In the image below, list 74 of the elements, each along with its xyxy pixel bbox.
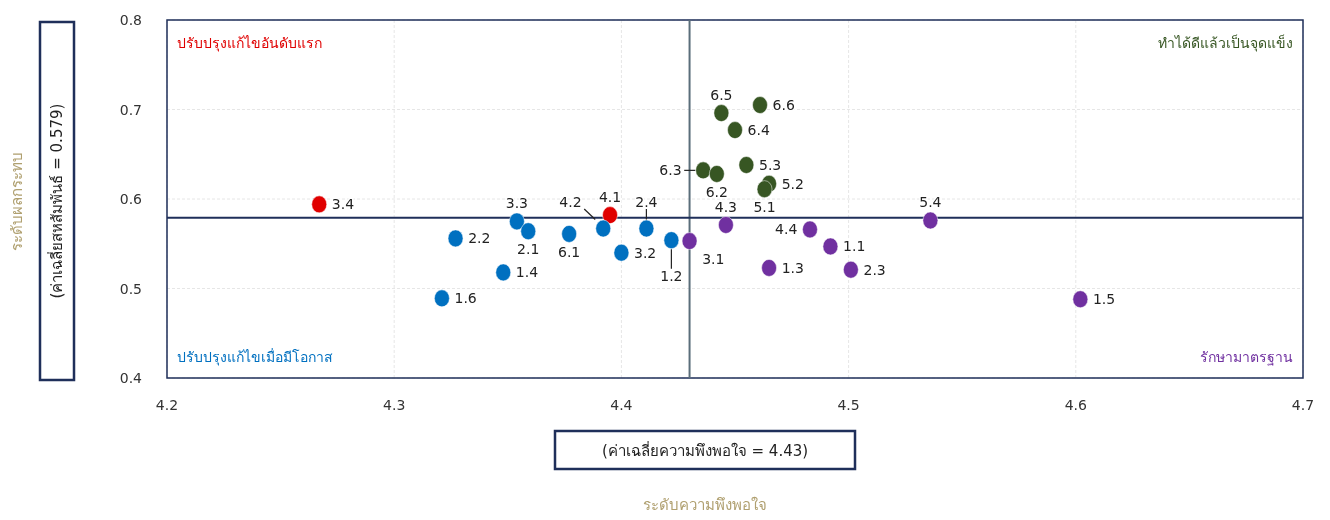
x-tick-label: 4.5 xyxy=(837,397,860,413)
annotation: 6.3 xyxy=(659,162,682,179)
point xyxy=(311,195,327,214)
annotation: 6.6 xyxy=(772,97,795,114)
point xyxy=(495,263,512,282)
annotation: 1.6 xyxy=(454,290,477,307)
annotation: 6.5 xyxy=(710,87,733,104)
annotation: 4.2 xyxy=(559,193,582,210)
point xyxy=(602,206,618,224)
point xyxy=(695,161,711,180)
y-tick-label: 0.6 xyxy=(119,191,143,207)
y-tick-label: 0.4 xyxy=(119,370,143,386)
x-tick-label: 4.7 xyxy=(1291,397,1315,413)
point xyxy=(613,243,630,262)
annotation: 3.3 xyxy=(505,195,529,212)
point xyxy=(727,121,743,139)
annotation: 6.2 xyxy=(705,183,728,200)
annotation: 1.4 xyxy=(515,264,539,281)
point xyxy=(434,289,450,308)
annotation: 5.1 xyxy=(753,199,776,216)
point xyxy=(756,180,773,198)
annotation: 1.3 xyxy=(781,259,804,276)
y-tick-label: 0.8 xyxy=(119,12,142,28)
annotation: ทำได้ดีแล้วเป็นจุดแข็ง xyxy=(1158,34,1293,52)
text: ระดับผลกระทบ xyxy=(8,151,26,251)
point xyxy=(738,156,755,174)
text: (ค่าเฉลี่ยความพึงพอใจ = 4.43) xyxy=(601,440,809,460)
point xyxy=(752,96,768,114)
point xyxy=(595,219,611,238)
annotation: 4.3 xyxy=(714,198,738,215)
y-tick-label: 0.7 xyxy=(119,101,142,118)
annotation: ปรับปรุงแก้ไขเมื่อมีโอกาส xyxy=(177,348,333,366)
annotation: 6.4 xyxy=(747,122,770,139)
annotation: 1.5 xyxy=(1092,291,1116,308)
point xyxy=(713,104,730,122)
point xyxy=(761,259,777,277)
point xyxy=(520,222,536,240)
annotation: 2.2 xyxy=(468,230,491,247)
point xyxy=(1072,290,1089,308)
annotation: 1.1 xyxy=(843,238,866,255)
annotation: 2.4 xyxy=(635,193,658,210)
x-tick-label: 4.2 xyxy=(155,397,179,413)
annotation: 3.1 xyxy=(702,251,725,268)
point xyxy=(509,212,525,231)
x-tick-label: 4.3 xyxy=(383,397,406,413)
point xyxy=(922,211,939,230)
annotation: 3.2 xyxy=(634,244,657,261)
annotation: 6.1 xyxy=(558,243,581,260)
annotation: 5.2 xyxy=(781,175,804,192)
point xyxy=(718,216,734,234)
annotation: 5.4 xyxy=(919,194,942,211)
point xyxy=(638,219,655,238)
point xyxy=(447,229,464,248)
point xyxy=(561,225,577,243)
annotation: 2.3 xyxy=(863,261,886,278)
annotation: ปรับปรุงแก้ไขอันดับแรก xyxy=(177,35,322,52)
text: (ค่าเฉลี่ยสหสัมพันธ์ = 0.579) xyxy=(46,103,66,299)
text: ระดับความพึงพอใจ xyxy=(643,496,767,514)
point xyxy=(802,220,818,239)
annotation: 2.1 xyxy=(517,241,540,258)
annotation: 1.2 xyxy=(660,268,683,285)
annotation: 5.3 xyxy=(758,156,782,173)
annotation: รักษามาตรฐาน xyxy=(1200,349,1293,366)
point xyxy=(843,260,859,279)
point xyxy=(663,231,680,249)
annotation: 4.1 xyxy=(598,189,622,206)
annotation: 4.4 xyxy=(775,221,798,238)
point xyxy=(709,165,725,183)
annotation: 3.4 xyxy=(331,196,355,213)
x-tick-label: 4.6 xyxy=(1064,397,1088,413)
x-tick-label: 4.4 xyxy=(610,397,633,413)
y-tick-label: 0.5 xyxy=(119,280,142,297)
point xyxy=(822,237,839,256)
point xyxy=(681,232,698,250)
